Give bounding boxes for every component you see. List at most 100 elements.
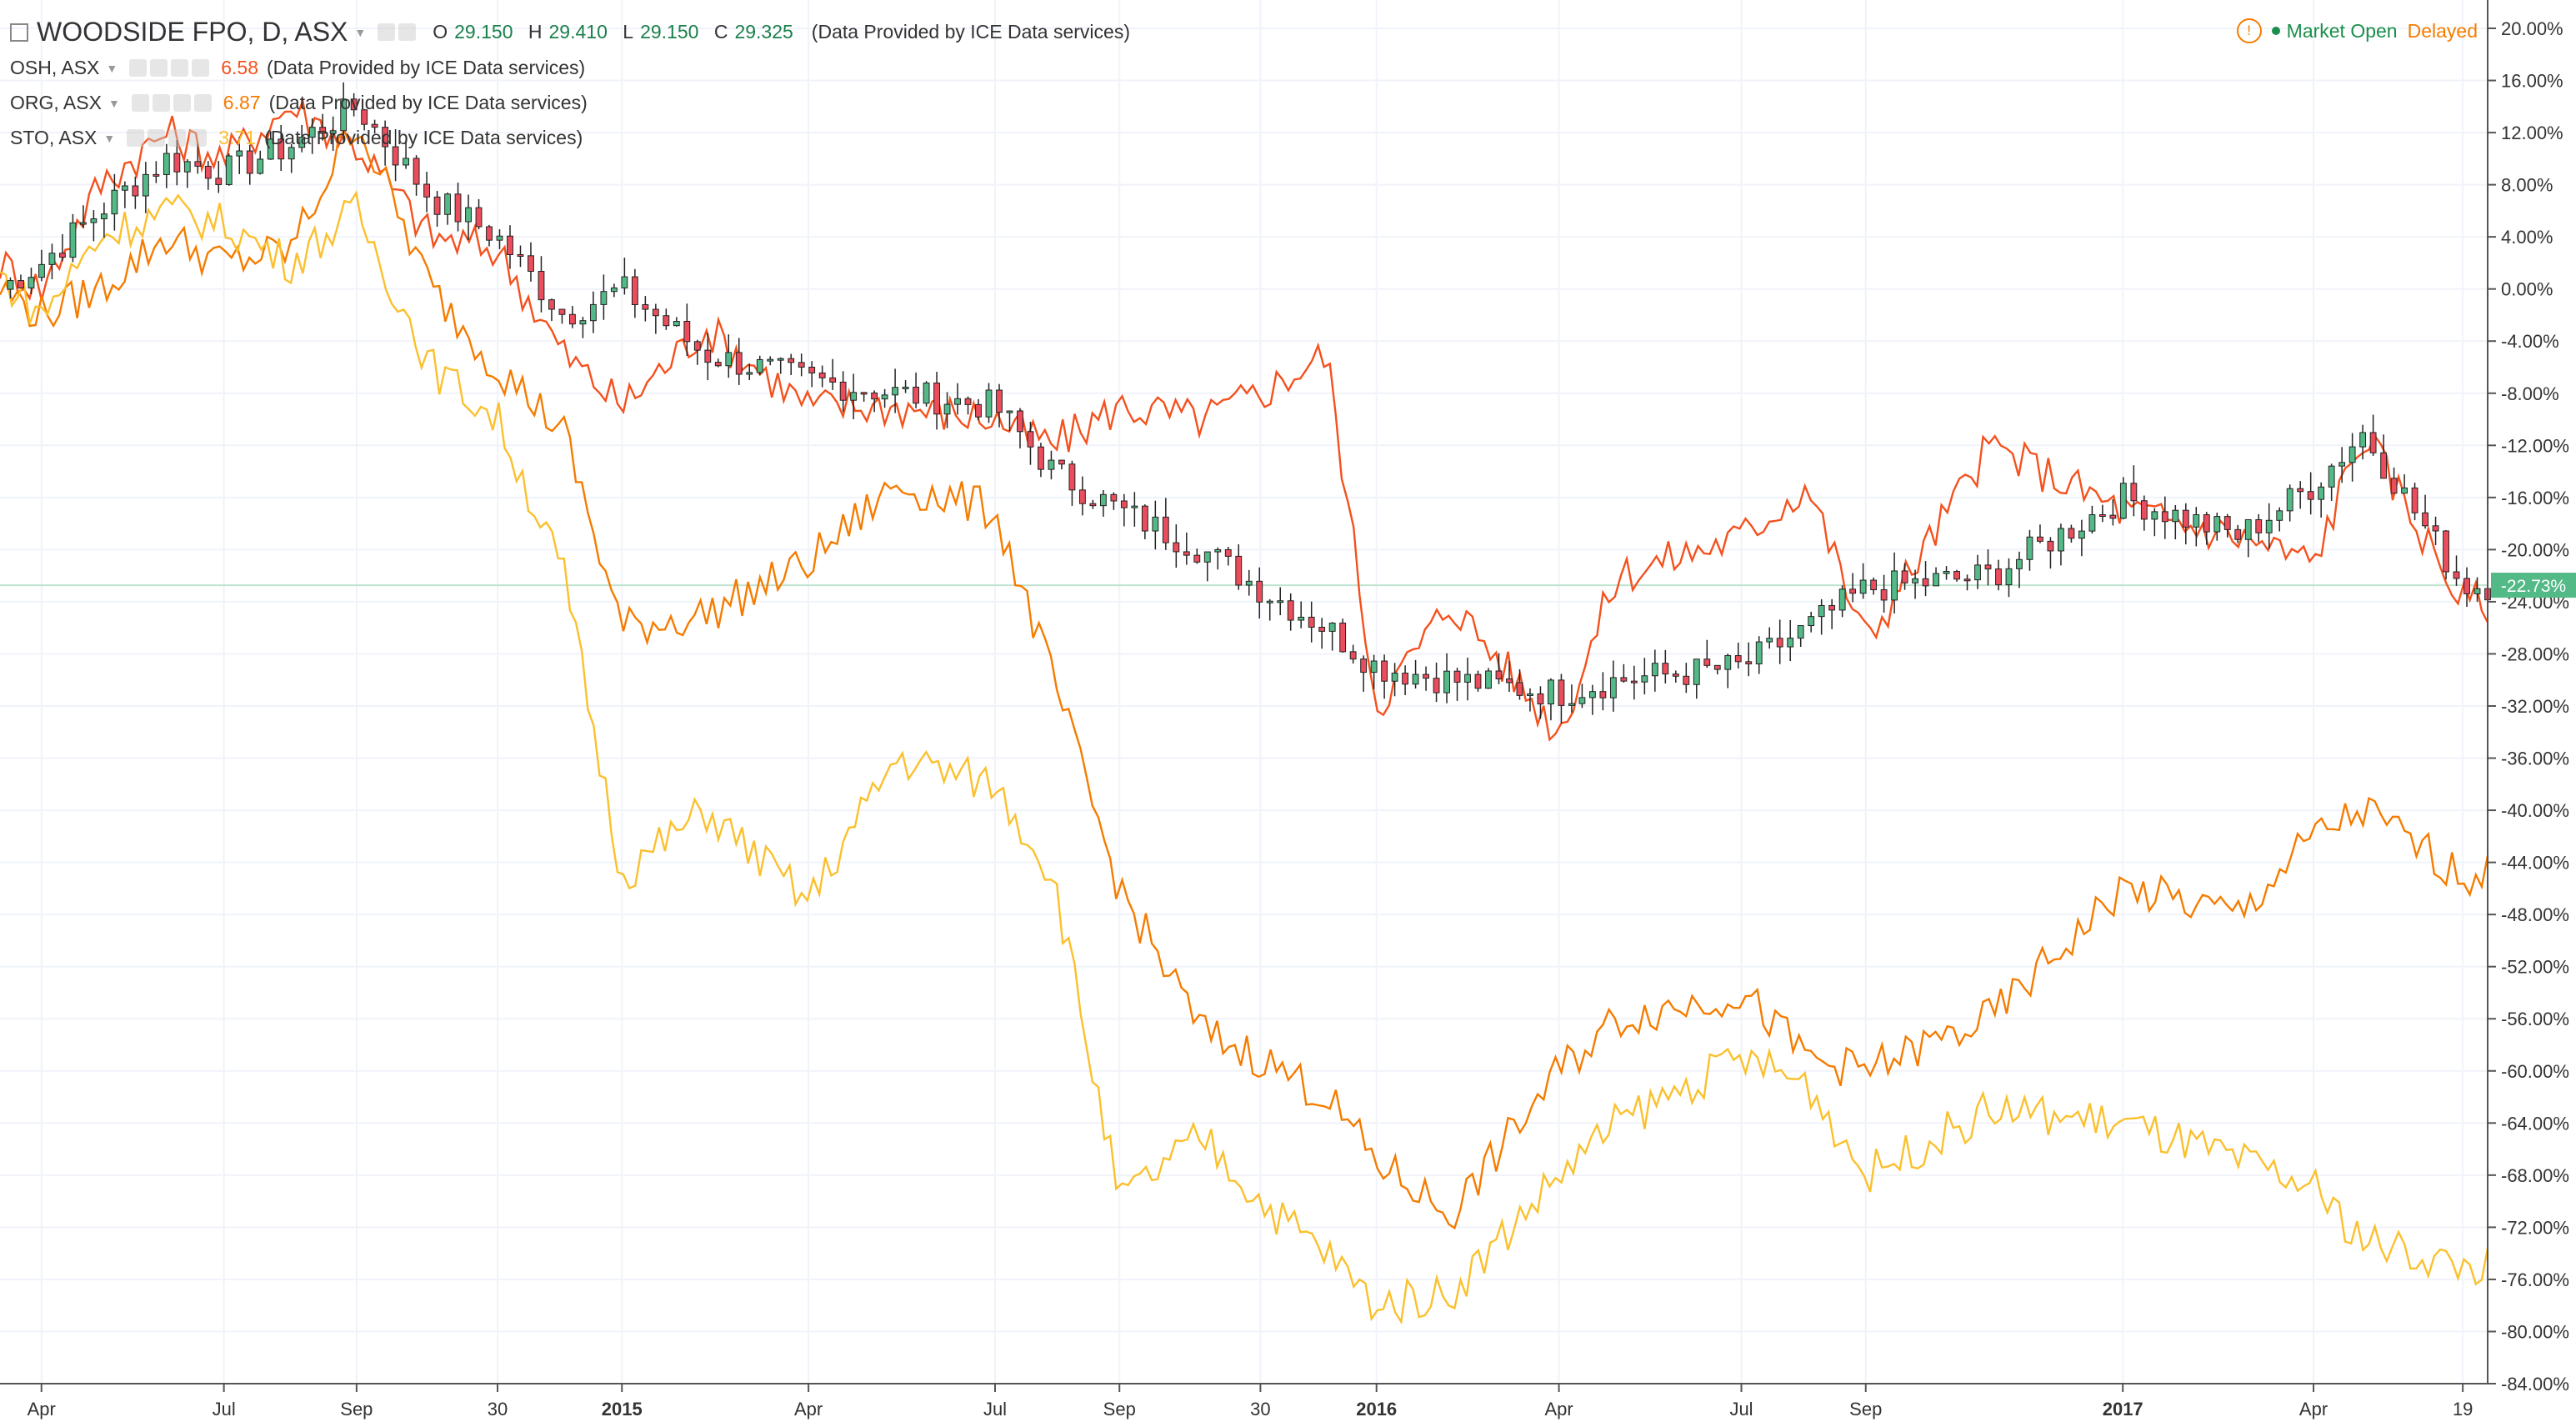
data-source: (Data Provided by ICE Data services): [267, 57, 586, 78]
candle-body: [1963, 578, 1971, 582]
candle-body: [319, 127, 327, 134]
ohlc-close-label: C: [713, 21, 728, 43]
candle-body: [392, 146, 399, 166]
x-tick-label: 19: [2453, 1399, 2473, 1419]
series-controls[interactable]: [129, 59, 210, 77]
candle-body: [2016, 558, 2023, 569]
gear-icon[interactable]: [398, 23, 417, 41]
y-tick-label: -48.00%: [2501, 904, 2569, 925]
candle-body: [1838, 588, 1846, 611]
close-icon[interactable]: [189, 129, 208, 147]
y-tick-label: 16.00%: [2501, 71, 2563, 92]
candle-body: [2203, 514, 2210, 533]
candle-body: [183, 161, 191, 173]
candle-body: [1880, 589, 1888, 601]
candle-body: [1651, 663, 1658, 677]
plus-icon[interactable]: [171, 59, 189, 77]
chevron-down-icon[interactable]: ▼: [354, 25, 367, 39]
y-tick-label: -60.00%: [2501, 1061, 2569, 1082]
plus-icon[interactable]: [173, 94, 191, 112]
eye-icon[interactable]: [378, 23, 396, 41]
legend-main[interactable]: WOODSIDE FPO, D, ASX ▼ O 29.150 H 29.410 L…: [10, 17, 1130, 48]
candle-body: [631, 276, 638, 306]
candle-body: [225, 155, 233, 185]
candle-body: [2213, 516, 2221, 533]
candle-body: [2098, 513, 2106, 517]
candle-body: [2161, 511, 2168, 523]
collapse-icon[interactable]: [10, 23, 28, 42]
candle-body: [121, 185, 128, 191]
x-tick-label: 30: [1250, 1399, 1270, 1419]
series-controls[interactable]: [378, 23, 417, 41]
candle-body: [818, 372, 826, 378]
candle-body: [1859, 579, 1867, 594]
candle-body: [2432, 525, 2439, 532]
candle-body: [1423, 673, 1429, 679]
candle-body: [2338, 462, 2346, 467]
series-controls[interactable]: [131, 94, 212, 112]
candle-body: [1089, 503, 1097, 507]
candle-body: [1620, 677, 1628, 682]
x-tick-label: Jul: [983, 1399, 1007, 1419]
warning-icon[interactable]: !: [2236, 18, 2262, 43]
candle-body: [1849, 588, 1857, 594]
candle-body: [1548, 679, 1554, 705]
candle-body: [985, 389, 993, 418]
candle-body: [2359, 432, 2367, 448]
x-tick-label: Apr: [28, 1399, 56, 1419]
candle-body: [1599, 691, 1607, 698]
candle-body: [1360, 658, 1368, 673]
legend-row-sto[interactable]: STO, ASX ▼ 3.71 (Data Provided by ICE Da…: [10, 127, 583, 149]
chevron-down-icon[interactable]: ▼: [103, 131, 116, 145]
candle-body: [1516, 682, 1523, 696]
candle-body: [683, 321, 691, 343]
candle-body: [382, 127, 389, 148]
candle-body: [2151, 511, 2158, 520]
eye-icon[interactable]: [129, 59, 148, 77]
plus-icon[interactable]: [168, 129, 187, 147]
series-controls[interactable]: [127, 129, 208, 147]
gear-icon[interactable]: [148, 129, 166, 147]
candle-body: [569, 313, 576, 325]
candle-body: [693, 341, 701, 351]
candle-body: [1412, 673, 1419, 685]
x-tick-label: Sep: [340, 1399, 373, 1419]
candle-body: [860, 392, 868, 395]
candle-body: [2130, 483, 2138, 502]
candle-body: [278, 138, 285, 160]
y-tick-label: -76.00%: [2501, 1269, 2569, 1290]
candle-body: [236, 150, 243, 157]
eye-icon[interactable]: [127, 129, 145, 147]
data-source: (Data Provided by ICE Data services): [811, 21, 1130, 43]
candle-body: [329, 130, 337, 134]
chevron-down-icon[interactable]: ▼: [106, 61, 118, 75]
candle-body: [1318, 627, 1326, 632]
candle-body: [902, 386, 909, 389]
candle-body: [1183, 551, 1190, 556]
close-icon[interactable]: [192, 59, 210, 77]
series-line-osh: [0, 97, 2489, 742]
candle-body: [2318, 486, 2325, 500]
gear-icon[interactable]: [152, 94, 170, 112]
chevron-down-icon[interactable]: ▼: [108, 96, 120, 110]
last-value-badge: [2491, 573, 2576, 598]
candle-body: [975, 403, 982, 418]
close-icon[interactable]: [193, 94, 212, 112]
candle-body: [1298, 616, 1305, 621]
candle-body: [1308, 616, 1315, 628]
legend-value: 3.71: [218, 127, 257, 148]
y-tick-label: -32.00%: [2501, 696, 2569, 717]
legend-value: 6.87: [223, 92, 261, 113]
candle-body: [871, 392, 878, 400]
eye-icon[interactable]: [131, 94, 149, 112]
candle-body: [486, 226, 493, 241]
legend-row-org[interactable]: ORG, ASX ▼ 6.87 (Data Provided by ICE Da…: [10, 92, 588, 114]
candle-body: [892, 387, 899, 396]
legend-row-osh[interactable]: OSH, ASX ▼ 6.58 (Data Provided by ICE Da…: [10, 57, 585, 79]
candle-body: [964, 398, 972, 405]
candle-body: [1256, 580, 1263, 603]
candle-body: [1214, 548, 1222, 553]
candle-body: [1641, 675, 1648, 683]
gear-icon[interactable]: [150, 59, 168, 77]
candle-body: [1245, 580, 1253, 586]
